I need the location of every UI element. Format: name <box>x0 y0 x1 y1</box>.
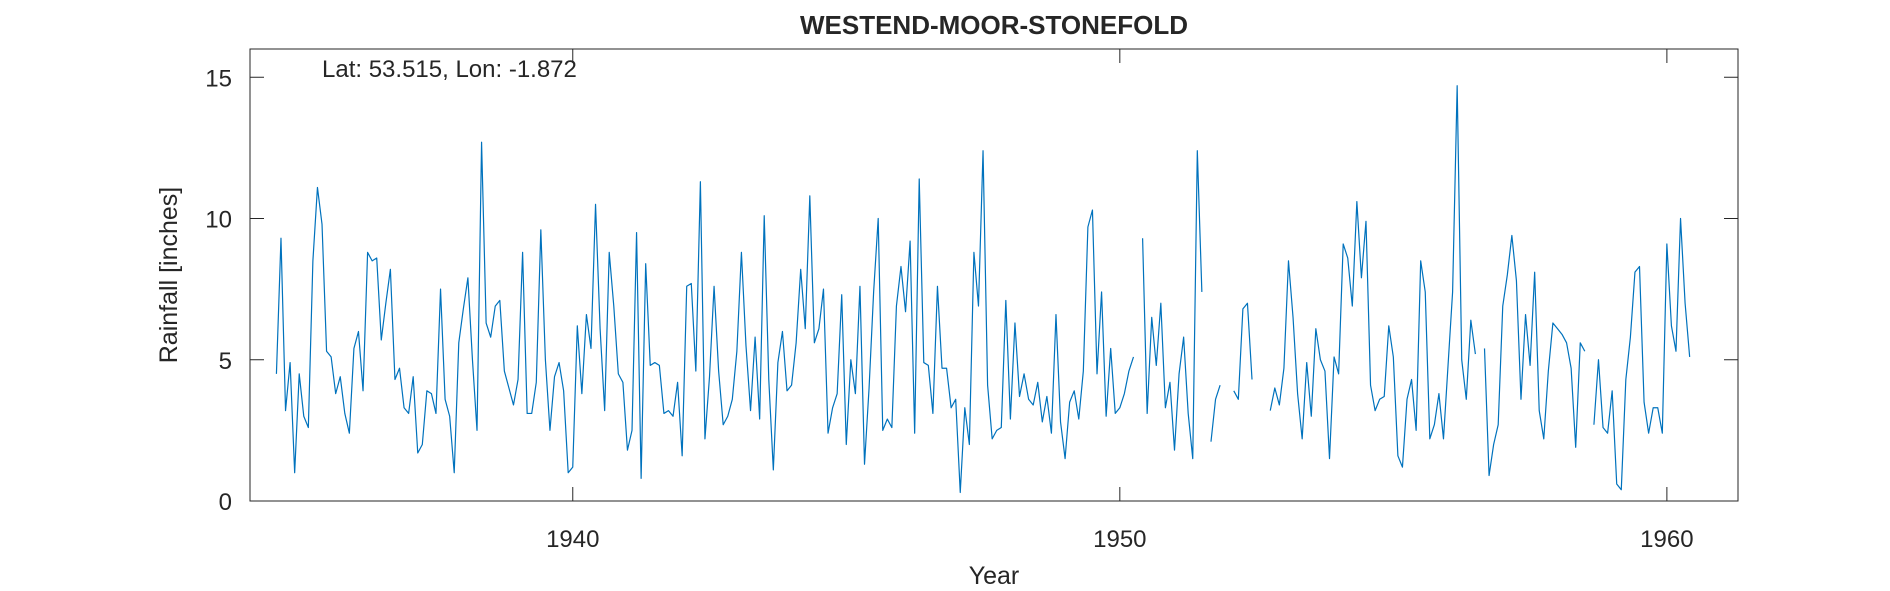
plot-area <box>249 48 1739 502</box>
y-tick-label-10: 10 <box>205 207 232 234</box>
series-layer <box>275 85 1691 494</box>
y-tick-label-15: 15 <box>205 65 232 92</box>
x-axis-label: Year <box>969 562 1020 590</box>
rainfall-series-line <box>275 85 1691 494</box>
tick-labels: 1940 1950 1960 0 5 10 15 <box>205 65 1693 553</box>
y-tick-label-5: 5 <box>219 348 232 375</box>
x-tick-label-1940: 1940 <box>546 526 599 553</box>
y-tick-label-0: 0 <box>219 489 232 516</box>
plot-frame <box>249 48 1739 502</box>
y-axis-label: Rainfall [inches] <box>155 187 183 363</box>
location-annotation: Lat: 53.515, Lon: -1.872 <box>322 56 577 83</box>
x-tick-label-1950: 1950 <box>1093 526 1146 553</box>
x-tick-label-1960: 1960 <box>1640 526 1693 553</box>
chart-title: WESTEND-MOOR-STONEFOLD <box>800 10 1188 40</box>
axis-ticks <box>250 49 1738 502</box>
